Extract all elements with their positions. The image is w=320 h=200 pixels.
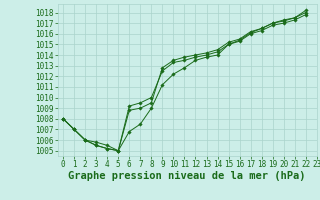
X-axis label: Graphe pression niveau de la mer (hPa): Graphe pression niveau de la mer (hPa) xyxy=(68,171,306,181)
